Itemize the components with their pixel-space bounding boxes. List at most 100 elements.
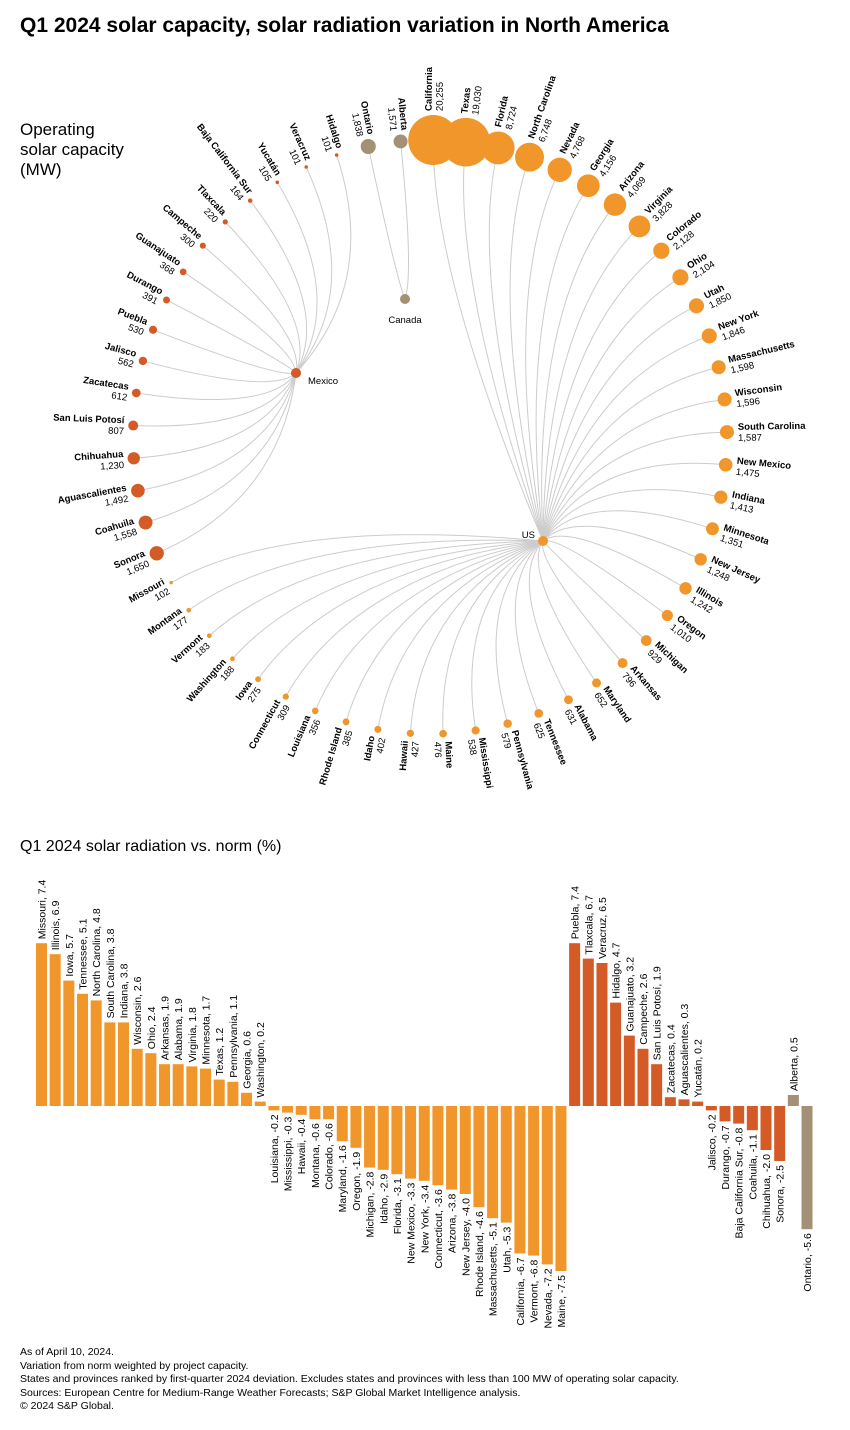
bar [118, 1022, 130, 1106]
bar-label: Indiana, 3.8 [119, 963, 131, 1018]
bar [623, 1035, 635, 1106]
link-line [495, 540, 544, 724]
bar [241, 1092, 253, 1106]
capacity-node [128, 420, 139, 431]
link-line [257, 540, 544, 680]
capacity-node [672, 269, 689, 286]
link-line [152, 329, 297, 374]
capacity-node [661, 609, 673, 622]
bar-label: Arizona, -3.8 [447, 1193, 459, 1253]
capacity-node [714, 490, 728, 504]
link-line [528, 540, 569, 700]
node-value: 530 [126, 322, 145, 338]
node-value: 562 [117, 356, 135, 371]
link-line [432, 140, 544, 542]
link-line [542, 540, 668, 616]
bar [63, 980, 75, 1106]
bar [746, 1106, 758, 1131]
bar [172, 1064, 184, 1106]
hub-node-us [538, 536, 548, 546]
bar [610, 1002, 622, 1106]
bar-label: Tlaxcala, 6.7 [583, 895, 595, 955]
link-line [202, 245, 298, 374]
bar-label: Durango, -0.7 [720, 1125, 732, 1189]
link-line [542, 462, 726, 542]
capacity-node [334, 153, 339, 157]
node-value: 1,492 [104, 494, 129, 509]
bar-label: Sonora, -2.5 [775, 1165, 787, 1223]
link-line [542, 540, 647, 641]
link-line [542, 489, 721, 542]
node-value: 1,571 [385, 107, 398, 132]
hub-label: Canada [388, 315, 422, 326]
link-line [285, 540, 544, 697]
link-line [400, 141, 410, 300]
capacity-node [503, 719, 512, 728]
bar-label: Mississippi, -0.3 [283, 1116, 295, 1191]
bar [364, 1106, 376, 1168]
bar-label: Alberta, 0.5 [788, 1037, 800, 1091]
bar-label: Maryland, -1.6 [337, 1145, 349, 1212]
link-line [542, 525, 701, 560]
capacity-node [481, 131, 515, 165]
capacity-node [471, 726, 480, 735]
capacity-node [592, 678, 602, 688]
capacity-node [628, 215, 651, 238]
bar-label: Connecticut, -3.6 [433, 1189, 445, 1269]
capacity-node [701, 328, 717, 344]
bar-label: Yucatán, 0.2 [693, 1039, 705, 1098]
bar-label: Michigan, -2.8 [365, 1171, 377, 1237]
bar [733, 1106, 745, 1124]
link-line [525, 169, 561, 542]
capacity-node [603, 193, 627, 216]
bar-label: Puebla, 7.4 [570, 886, 582, 939]
node-value: 8,724 [504, 105, 520, 131]
link-line [133, 372, 297, 427]
footnote: Sources: European Centre for Medium-Rang… [20, 1386, 521, 1399]
bar [200, 1068, 212, 1106]
capacity-node [360, 138, 376, 155]
capacity-node [149, 546, 164, 561]
link-line [137, 372, 297, 492]
bar-label: Montana, -0.6 [310, 1123, 322, 1188]
link-line [224, 221, 301, 374]
node-value: 1,587 [738, 433, 762, 444]
capacity-node [441, 117, 491, 167]
bar [391, 1106, 403, 1175]
node-name: San Luis Potosí [53, 412, 125, 426]
link-line [542, 250, 662, 542]
bar-label: Hawaii, -0.4 [296, 1119, 308, 1175]
bar [500, 1106, 512, 1223]
bar [131, 1048, 143, 1106]
link-line [367, 146, 406, 300]
link-line [377, 540, 544, 730]
capacity-node [138, 515, 153, 530]
bar [36, 943, 47, 1106]
bar [514, 1106, 526, 1254]
link-line [463, 142, 544, 542]
bar [760, 1106, 772, 1150]
bar [473, 1106, 485, 1208]
node-value: 19,030 [470, 85, 484, 115]
capacity-title-line: (MW) [20, 160, 62, 179]
capacity-node [138, 356, 148, 366]
capacity-node [718, 458, 733, 472]
bar [692, 1101, 704, 1106]
bar [377, 1106, 389, 1170]
capacity-node [717, 392, 732, 407]
